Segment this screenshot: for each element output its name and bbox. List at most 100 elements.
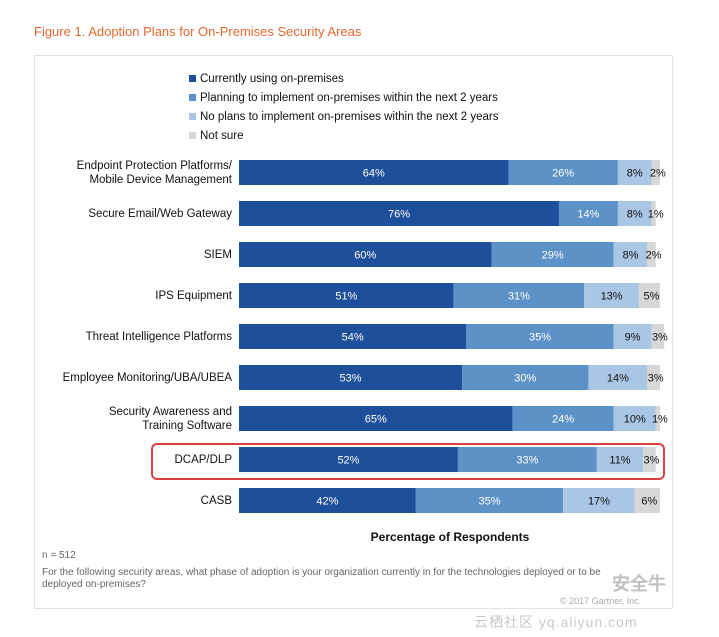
bar-segment-endpoint-protection-platforms-mobile-device-management-s3 <box>651 160 660 185</box>
bar-segment-threat-intelligence-platforms-s2 <box>613 324 652 349</box>
bar-segment-security-awareness-and-training-software-s0 <box>239 406 513 431</box>
data-label-threat-intelligence-platforms-s2: 9% <box>625 332 641 344</box>
watermark-copyright: © 2017 Gartner, Inc. <box>560 596 642 606</box>
category-label-ips-equipment: IPS Equipment <box>155 289 232 302</box>
bar-segment-siem-s0 <box>239 242 492 267</box>
sample-size-note: n = 512 <box>42 550 76 561</box>
bar-segment-security-awareness-and-training-software-s1 <box>512 406 614 431</box>
data-label-security-awareness-and-training-software-s1: 24% <box>552 414 574 426</box>
bar-segment-threat-intelligence-platforms-s1 <box>466 324 614 349</box>
data-label-employee-monitoring-uba-ubea-s2: 14% <box>607 373 629 385</box>
legend-item-currently: Currently using on-premises <box>189 69 499 88</box>
data-label-employee-monitoring-uba-ubea-s0: 53% <box>340 373 362 385</box>
bar-segment-endpoint-protection-platforms-mobile-device-management-s1 <box>508 160 618 185</box>
legend-item-no-plans: No plans to implement on-premises within… <box>189 107 499 126</box>
data-label-casb-s1: 35% <box>478 496 500 508</box>
category-label-siem: SIEM <box>203 248 232 261</box>
legend-label-planning: Planning to implement on-premises within… <box>200 91 498 104</box>
bar-segment-casb-s2 <box>563 488 635 513</box>
data-label-ips-equipment-s3: 5% <box>644 291 660 303</box>
bar-segment-casb-s1 <box>415 488 564 513</box>
bar-segment-threat-intelligence-platforms-s0 <box>239 324 467 349</box>
bar-segment-threat-intelligence-platforms-s3 <box>651 324 665 349</box>
legend-item-not-sure: Not sure <box>189 126 499 145</box>
data-label-threat-intelligence-platforms-s1: 35% <box>529 332 551 344</box>
data-label-ips-equipment-s2: 13% <box>601 291 623 303</box>
category-label-security-awareness-and-training-software: Security Awareness and Training Software <box>108 405 232 432</box>
data-label-casb-s3: 6% <box>641 496 657 508</box>
bar-segment-dcap-dlp-s3 <box>643 447 656 472</box>
bar-segment-employee-monitoring-uba-ubea-s2 <box>588 365 648 390</box>
legend-swatch-not-sure <box>189 132 196 139</box>
data-label-casb-s2: 17% <box>588 496 610 508</box>
bar-segment-ips-equipment-s3 <box>638 283 660 308</box>
bar-segment-dcap-dlp-s0 <box>239 447 458 472</box>
bar-segment-secure-email-web-gateway-s2 <box>617 201 652 226</box>
data-label-siem-s2: 8% <box>623 250 639 262</box>
data-label-secure-email-web-gateway-s3: 1% <box>648 209 664 221</box>
data-label-endpoint-protection-platforms-mobile-device-management-s0: 64% <box>363 168 385 180</box>
bar-segment-siem-s3 <box>647 242 656 267</box>
bar-segment-dcap-dlp-s2 <box>596 447 644 472</box>
data-label-dcap-dlp-s0: 52% <box>337 455 359 467</box>
data-label-siem-s1: 29% <box>542 250 564 262</box>
bar-segment-employee-monitoring-uba-ubea-s1 <box>462 365 589 390</box>
category-label-casb: CASB <box>200 494 232 507</box>
bar-segment-siem-s1 <box>491 242 614 267</box>
legend-label-not-sure: Not sure <box>200 129 244 142</box>
bar-segment-casb-s3 <box>634 488 660 513</box>
data-label-siem-s3: 2% <box>646 250 662 262</box>
watermark-site: 云栖社区 yq.aliyun.com <box>474 614 638 630</box>
bar-segment-ips-equipment-s2 <box>584 283 639 308</box>
category-label-secure-email-web-gateway: Secure Email/Web Gateway <box>88 207 232 220</box>
data-label-casb-s0: 42% <box>316 496 338 508</box>
bar-segment-secure-email-web-gateway-s0 <box>239 201 559 226</box>
dcap-dlp-highlight-box <box>151 443 665 480</box>
data-label-dcap-dlp-s1: 33% <box>516 455 538 467</box>
bar-segment-endpoint-protection-platforms-mobile-device-management-s0 <box>239 160 509 185</box>
category-label-employee-monitoring-uba-ubea: Employee Monitoring/UBA/UBEA <box>62 371 232 384</box>
data-label-threat-intelligence-platforms-s0: 54% <box>342 332 364 344</box>
legend: Currently using on-premises Planning to … <box>189 69 499 145</box>
legend-swatch-no-plans <box>189 113 196 120</box>
bar-segment-security-awareness-and-training-software-s3 <box>655 406 660 431</box>
bar-segment-endpoint-protection-platforms-mobile-device-management-s2 <box>617 160 652 185</box>
bar-segment-secure-email-web-gateway-s3 <box>651 201 656 226</box>
data-label-siem-s0: 60% <box>354 250 376 262</box>
bar-segment-siem-s2 <box>613 242 648 267</box>
x-axis-label: Percentage of Respondents <box>370 530 530 544</box>
data-label-endpoint-protection-platforms-mobile-device-management-s2: 8% <box>627 168 643 180</box>
data-label-dcap-dlp-s2: 11% <box>609 455 630 467</box>
data-label-secure-email-web-gateway-s0: 76% <box>388 209 410 221</box>
data-label-secure-email-web-gateway-s1: 14% <box>577 209 599 221</box>
category-label-threat-intelligence-platforms: Threat Intelligence Platforms <box>85 330 232 343</box>
bar-segment-casb-s0 <box>239 488 416 513</box>
legend-item-planning: Planning to implement on-premises within… <box>189 88 499 107</box>
survey-question-note: For the following security areas, what p… <box>42 567 601 590</box>
bar-segment-ips-equipment-s1 <box>453 283 585 308</box>
figure-title: Figure 1. Adoption Plans for On-Premises… <box>34 24 362 39</box>
legend-swatch-currently <box>189 75 196 82</box>
category-label-endpoint-protection-platforms-mobile-device-management: Endpoint Protection Platforms/Mobile Dev… <box>76 159 232 186</box>
bar-segment-security-awareness-and-training-software-s2 <box>613 406 656 431</box>
legend-swatch-planning <box>189 94 196 101</box>
bar-segment-employee-monitoring-uba-ubea-s3 <box>647 365 660 390</box>
bar-segment-employee-monitoring-uba-ubea-s0 <box>239 365 463 390</box>
legend-label-currently: Currently using on-premises <box>200 72 344 85</box>
data-label-security-awareness-and-training-software-s2: 10% <box>624 414 646 426</box>
data-label-ips-equipment-s0: 51% <box>335 291 357 303</box>
data-label-security-awareness-and-training-software-s0: 65% <box>365 414 387 426</box>
watermark-brand: 安全牛 <box>612 574 666 594</box>
bar-segment-dcap-dlp-s1 <box>457 447 597 472</box>
data-label-ips-equipment-s1: 31% <box>508 291 530 303</box>
legend-label-no-plans: No plans to implement on-premises within… <box>200 110 499 123</box>
bar-segment-secure-email-web-gateway-s1 <box>558 201 618 226</box>
category-label-dcap-dlp: DCAP/DLP <box>174 453 232 466</box>
data-label-endpoint-protection-platforms-mobile-device-management-s1: 26% <box>552 168 574 180</box>
data-label-threat-intelligence-platforms-s3: 3% <box>652 332 668 344</box>
data-label-endpoint-protection-platforms-mobile-device-management-s3: 2% <box>650 168 666 180</box>
data-label-secure-email-web-gateway-s2: 8% <box>627 209 643 221</box>
data-label-dcap-dlp-s3: 3% <box>644 455 660 467</box>
data-label-security-awareness-and-training-software-s3: 1% <box>652 414 668 426</box>
